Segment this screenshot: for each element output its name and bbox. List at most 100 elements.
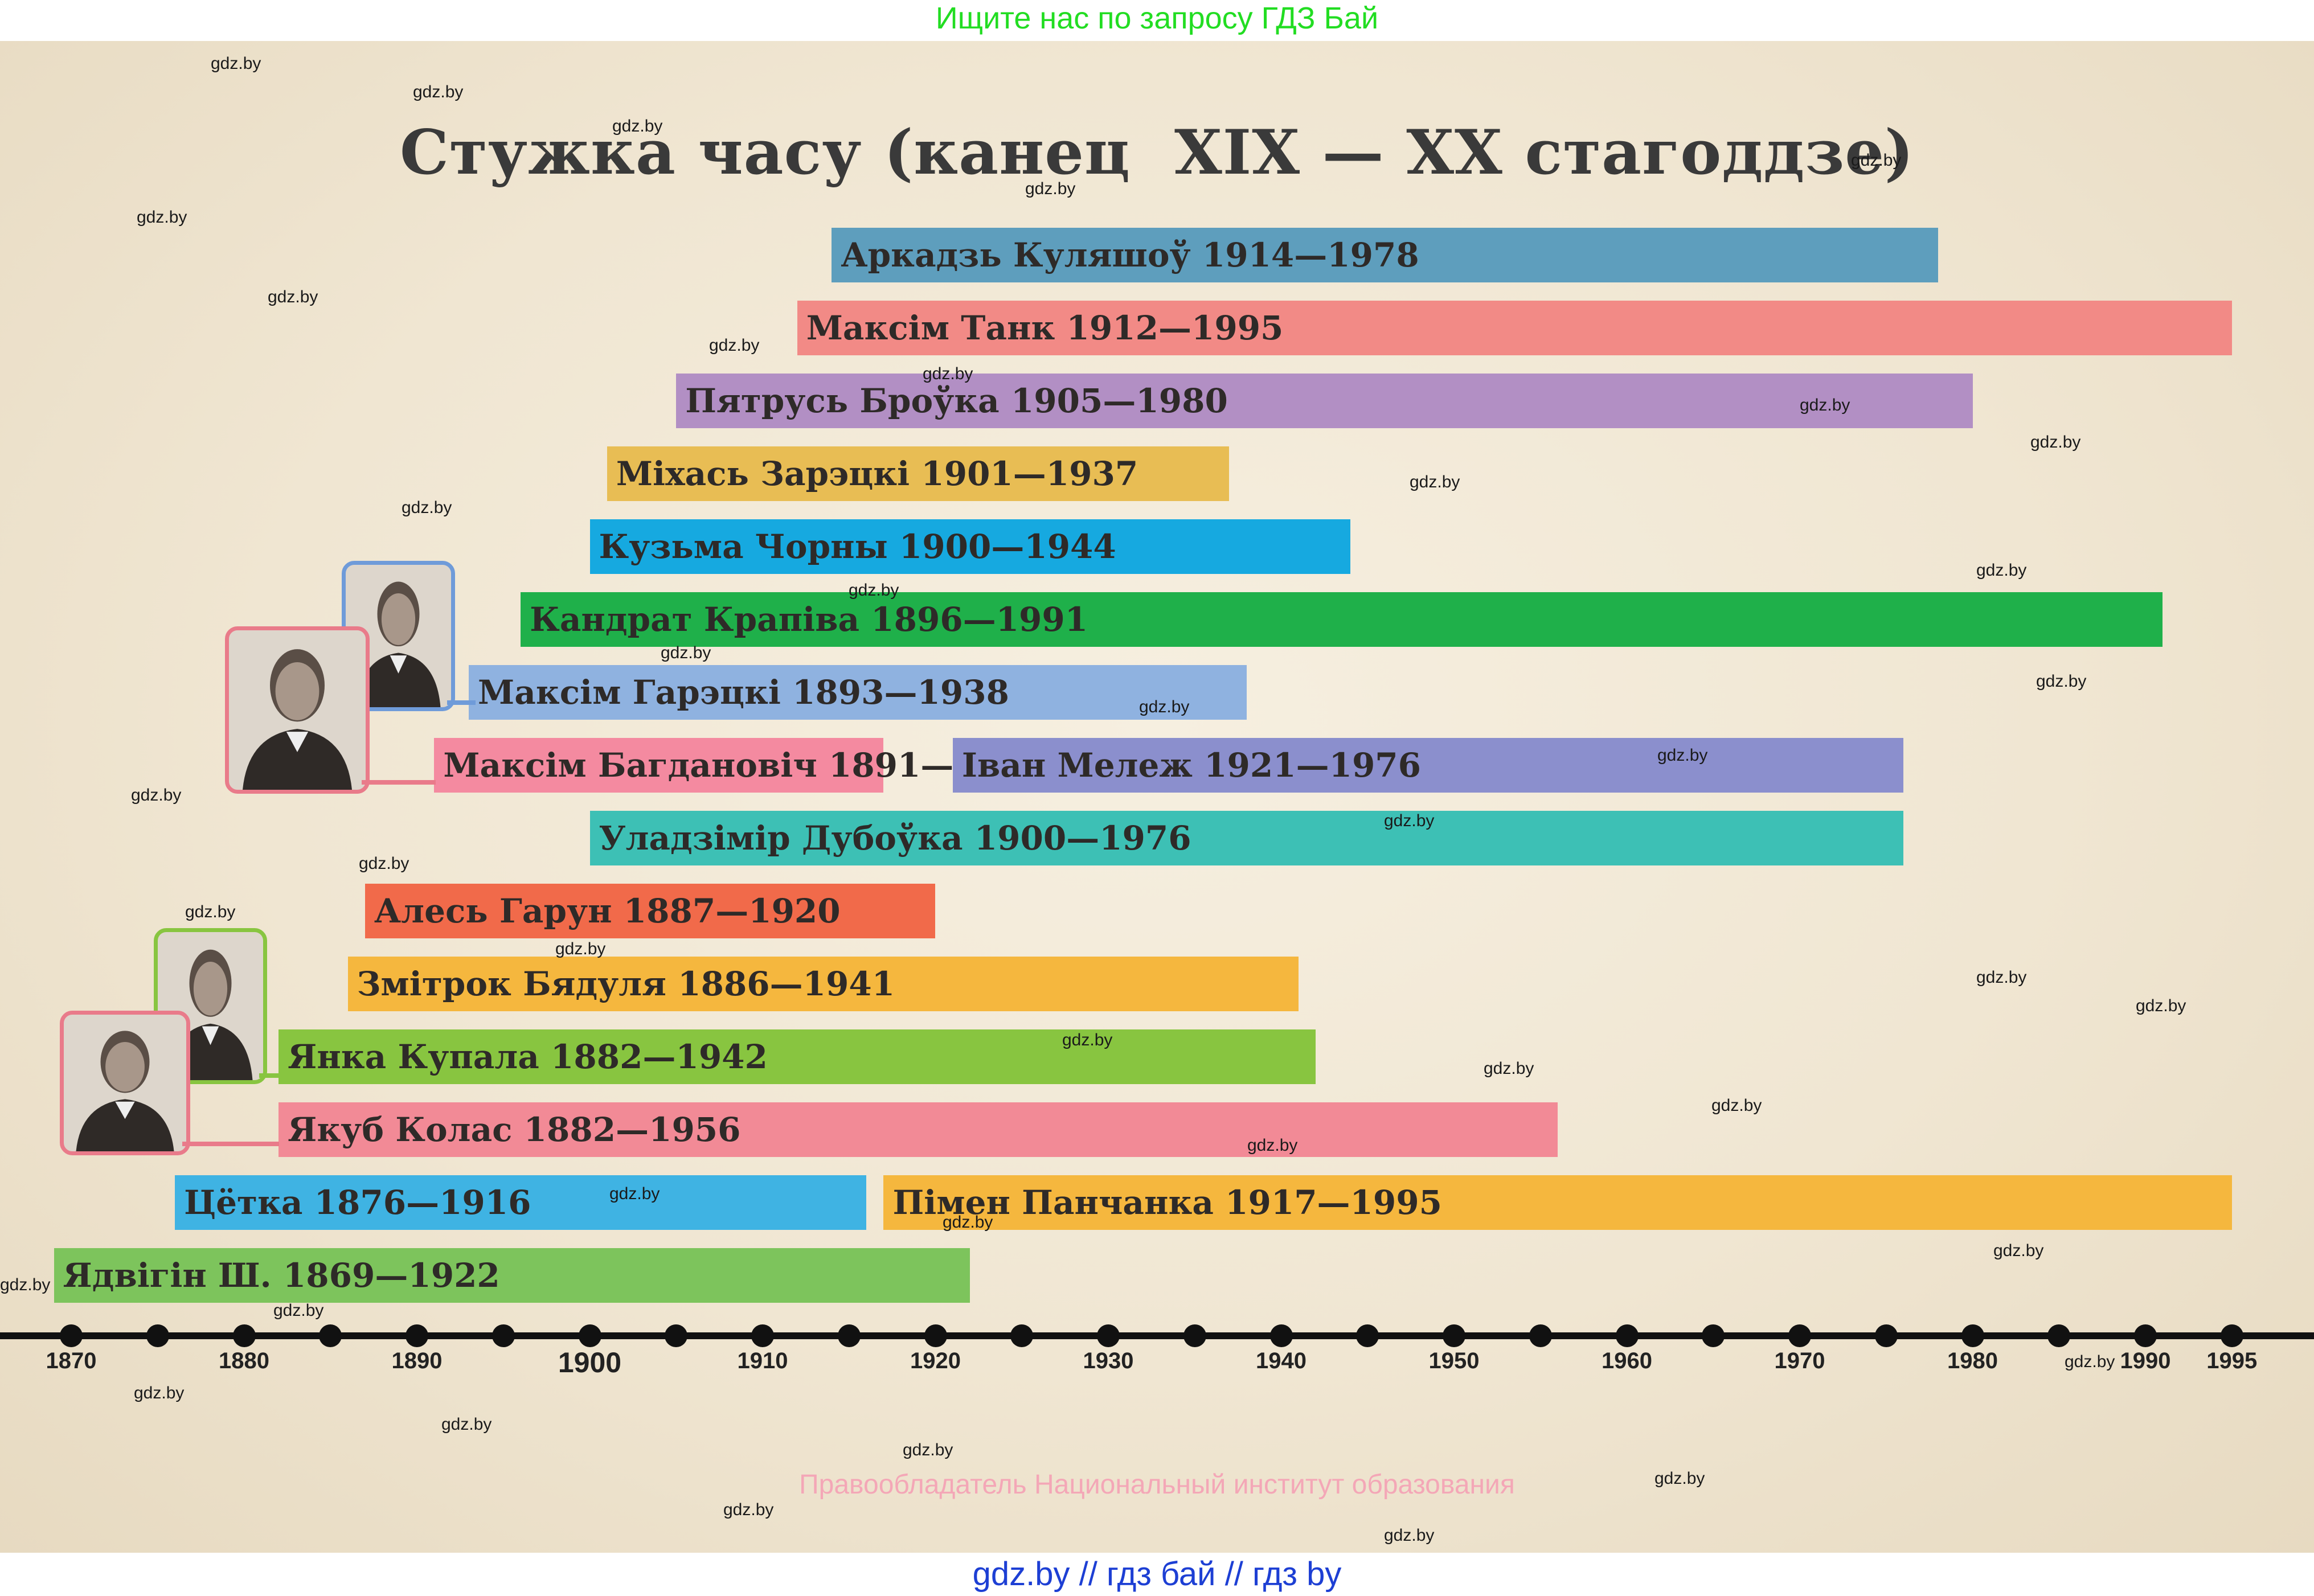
axis-dot <box>1269 1324 1293 1347</box>
axis-tick-label: 1900 <box>558 1347 622 1378</box>
watermark-text: gdz.by <box>185 902 236 921</box>
watermark-text: gdz.by <box>943 1213 993 1232</box>
timeline-bar-label: Кандрат Крапіва 1896—1991 <box>530 600 1088 639</box>
axis-tick-label: 1910 <box>737 1348 788 1373</box>
copyright-notice: Правообладатель Национальный институт об… <box>799 1470 1515 1500</box>
watermark-text: gdz.by <box>1711 1096 1762 1115</box>
watermark-text: gdz.by <box>137 208 187 227</box>
chart-title: Стужка часу (канец XIX — XX стагоддзе) <box>399 117 1915 188</box>
timeline-bar-label: Іван Мележ 1921—1976 <box>961 746 1422 785</box>
axis-dot <box>492 1324 515 1347</box>
watermark-text: gdz.by <box>359 854 409 873</box>
axis-dot <box>2047 1324 2071 1347</box>
watermark-text: gdz.by <box>2136 996 2186 1015</box>
axis-dot <box>2134 1324 2157 1347</box>
watermark-text: gdz.by <box>211 54 261 73</box>
watermark-text: gdz.by <box>402 498 452 517</box>
watermark-text: gdz.by <box>849 581 899 600</box>
timeline-bar-label: Кузьма Чорны 1900—1944 <box>599 527 1116 566</box>
axis-dot <box>751 1324 774 1347</box>
top-banner: Ищите нас по запросу ГДЗ Бай <box>935 1 1379 35</box>
axis-dot <box>319 1324 342 1347</box>
axis-dot <box>578 1324 601 1347</box>
axis-dot <box>1183 1324 1206 1347</box>
axis-dot <box>146 1324 169 1347</box>
watermark-text: gdz.by <box>1654 1469 1705 1488</box>
timeline-bar: Максім Танк 1912—1995 <box>797 301 2232 355</box>
timeline-bar-label: Максім Танк 1912—1995 <box>806 309 1284 347</box>
timeline-bar-label: Пятрусь Броўка 1905—1980 <box>685 381 1228 420</box>
watermark-text: gdz.by <box>1976 968 2027 987</box>
timeline-bar: Цётка 1876—1916 <box>175 1175 867 1230</box>
timeline-bar: Якуб Колас 1882—1956 <box>279 1102 1558 1157</box>
axis-dot <box>665 1324 688 1347</box>
axis-tick-label: 1990 <box>2120 1348 2171 1373</box>
axis-dot <box>1788 1324 1811 1347</box>
axis-tick-label: 1890 <box>391 1348 443 1373</box>
timeline-bar: Міхась Зарэцкі 1901—1937 <box>607 446 1230 501</box>
watermark-text: gdz.by <box>1851 151 1902 170</box>
watermark-text: gdz.by <box>268 288 318 306</box>
timeline-bar: Аркадзь Куляшоў 1914—1978 <box>832 228 1938 282</box>
axis-dot <box>406 1324 428 1347</box>
timeline-bar: Пятрусь Броўка 1905—1980 <box>676 374 1973 428</box>
timeline-bar: Максім Гарэцкі 1893—1938 <box>469 665 1247 720</box>
watermark-text: gdz.by <box>709 336 760 355</box>
watermark-text: gdz.by <box>1247 1136 1298 1155</box>
portrait-photo-icon <box>225 626 370 794</box>
timeline-bar-label: Міхась Зарэцкі 1901—1937 <box>616 454 1138 493</box>
timeline-bar-label: Максім Багдановіч 1891—1917 <box>443 746 1046 785</box>
portrait-connector <box>182 1142 279 1146</box>
timeline-bar: Ядвігін Ш. 1869—1922 <box>54 1248 970 1303</box>
timeline-bar-label: Янка Купала 1882—1942 <box>288 1037 768 1076</box>
watermark-text: gdz.by <box>609 1184 660 1203</box>
watermark-text: gdz.by <box>0 1275 51 1294</box>
axis-tick-label: 1930 <box>1083 1348 1134 1373</box>
timeline-bar-label: Аркадзь Куляшоў 1914—1978 <box>841 236 1419 274</box>
watermark-text: gdz.by <box>661 643 711 662</box>
axis-dot <box>924 1324 947 1347</box>
axis-tick-label: 1870 <box>46 1348 97 1373</box>
timeline-bar-label: Якуб Колас 1882—1956 <box>288 1110 741 1149</box>
axis-dot <box>1702 1324 1725 1347</box>
portrait-connector <box>447 700 476 705</box>
watermark-text: gdz.by <box>1384 1526 1435 1545</box>
axis-tick-label: 1960 <box>1602 1348 1652 1373</box>
watermark-text: gdz.by <box>441 1415 492 1434</box>
timeline-bar-label: Ядвігін Ш. 1869—1922 <box>63 1256 500 1295</box>
timeline-bar: Змітрок Бядуля 1886—1941 <box>347 957 1299 1011</box>
watermark-text: gdz.by <box>1657 746 1708 765</box>
axis-dot <box>1874 1324 1898 1347</box>
timeline-bar: Янка Купала 1882—1942 <box>279 1029 1316 1084</box>
timeline-bar-label: Максім Гарэцкі 1893—1938 <box>478 673 1009 712</box>
watermark-text: gdz.by <box>2036 672 2087 691</box>
timeline-bar-label: Уладзімір Дубоўка 1900—1976 <box>599 819 1191 858</box>
axis-dot <box>1615 1324 1639 1347</box>
watermark-text: gdz.by <box>1800 396 1850 415</box>
axis-dot <box>1097 1324 1120 1347</box>
axis-dot <box>1010 1324 1034 1347</box>
watermark-text: gdz.by <box>1139 698 1190 716</box>
axis-tick-label: 1950 <box>1428 1348 1480 1373</box>
timeline-bar-label: Змітрок Бядуля 1886—1941 <box>357 965 895 1003</box>
portrait-connector <box>259 1073 282 1078</box>
axis-dot <box>1356 1324 1379 1347</box>
timeline-bar: Кандрат Крапіва 1896—1991 <box>521 592 2163 647</box>
timeline-bar: Іван Мележ 1921—1976 <box>952 738 1904 793</box>
timeline-bar: Уладзімір Дубоўка 1900—1976 <box>589 811 1904 865</box>
axis-dot <box>837 1324 861 1347</box>
watermark-text: gdz.by <box>923 364 973 383</box>
watermark-text: gdz.by <box>555 939 606 958</box>
watermark-text: gdz.by <box>612 117 663 136</box>
watermark-text: gdz.by <box>1410 473 1460 491</box>
timeline-bar: Максім Багдановіч 1891—1917 <box>434 738 1046 793</box>
axis-dot <box>1443 1324 1465 1347</box>
timeline-bar-label: Цётка 1876—1916 <box>184 1183 531 1222</box>
axis-tick-label: 1970 <box>1774 1348 1825 1373</box>
watermark-text: gdz.by <box>1484 1059 1534 1078</box>
watermark-text: gdz.by <box>131 786 182 805</box>
axis-dot <box>232 1324 256 1347</box>
timeline-bar: Алесь Гарун 1887—1920 <box>364 884 936 938</box>
bottom-banner: gdz.by // гдз бай // гдз by <box>0 1553 2314 1596</box>
axis-tick-label: 1940 <box>1256 1348 1307 1373</box>
